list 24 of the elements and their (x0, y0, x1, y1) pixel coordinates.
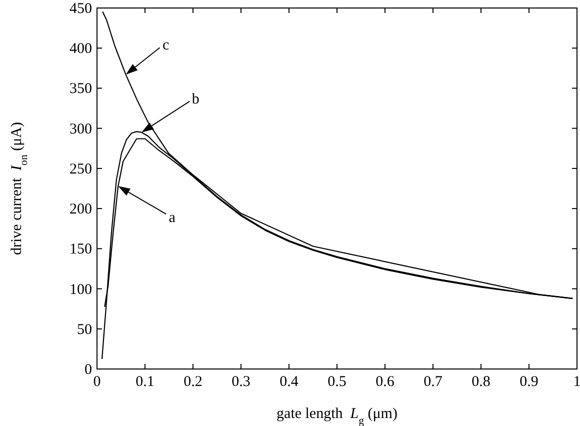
y-tick-label: 50 (77, 322, 92, 338)
x-tick-label: 1 (573, 374, 580, 390)
x-tick-label: 0.8 (472, 374, 490, 390)
text: c (162, 38, 170, 54)
x-tick-label: 0.7 (424, 374, 443, 390)
y-tick-label: 250 (70, 161, 92, 178)
y-tick-label: 150 (70, 242, 92, 258)
x-tick-label: 0.5 (328, 374, 346, 390)
x-axis-title: gate length L$_{g}$ (μm) (276, 406, 398, 426)
x-tick-label: 0.3 (232, 374, 250, 390)
text: a (168, 210, 176, 226)
y-tick-label: 450 (70, 1, 92, 17)
x-tick-label: 0.9 (520, 374, 538, 390)
y-tick-label: 100 (70, 282, 92, 298)
x-tick-label: 0.4 (280, 374, 299, 390)
y-tick-label: 300 (70, 121, 92, 138)
x-tick-label: 0.6 (376, 374, 395, 390)
y-tick-label: 200 (70, 202, 92, 218)
y-tick-label: 400 (70, 41, 92, 58)
y-tick-label: 0 (84, 362, 92, 378)
text: b (192, 91, 200, 108)
x-tick-label: 0.1 (136, 374, 154, 390)
y-tick-label: 350 (70, 81, 92, 98)
x-tick-label: 0.2 (184, 374, 202, 390)
